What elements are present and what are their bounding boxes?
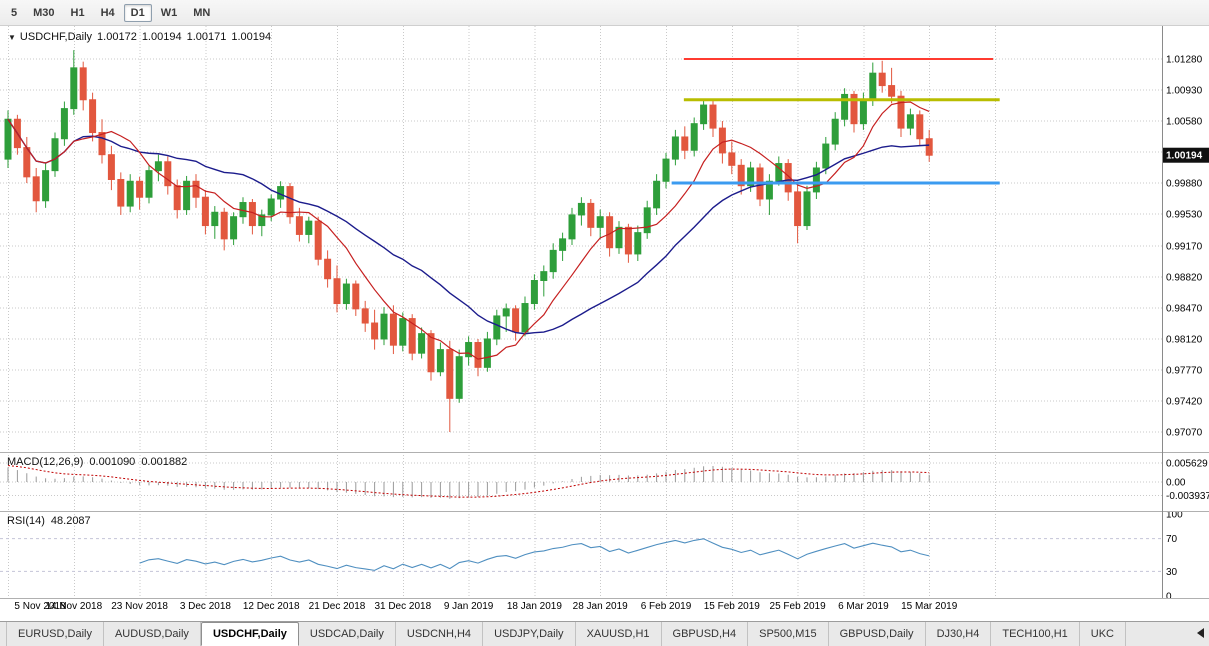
candlesticks <box>4 50 933 433</box>
date-label: 31 Dec 2018 <box>374 601 432 612</box>
svg-text:0.97420: 0.97420 <box>1166 396 1203 407</box>
date-label: 23 Nov 2018 <box>111 601 168 612</box>
ma-slow-line <box>7 118 930 335</box>
date-label: 15 Feb 2019 <box>703 601 760 612</box>
chart-tab-gbpusd-h4[interactable]: GBPUSD,H4 <box>662 622 749 646</box>
chart-tab-xauusd-h1[interactable]: XAUUSD,H1 <box>576 622 662 646</box>
svg-text:1.01280: 1.01280 <box>1166 55 1203 66</box>
svg-text:1.00580: 1.00580 <box>1166 117 1203 128</box>
date-label: 3 Dec 2018 <box>179 601 231 612</box>
macd-name: MACD(12,26,9) <box>7 456 84 468</box>
date-label: 6 Mar 2019 <box>838 601 889 612</box>
date-label: 9 Jan 2019 <box>443 601 494 612</box>
macd-indicator-label: MACD(12,26,9) 0.001090 0.001882 <box>7 456 187 468</box>
svg-text:0.99880: 0.99880 <box>1166 179 1203 190</box>
date-label: 6 Feb 2019 <box>640 601 692 612</box>
chart-tab-eurusd-daily[interactable]: EURUSD,Daily <box>6 622 104 646</box>
timeframe-button-5[interactable]: 5 <box>11 6 18 19</box>
chart-tab-usdjpy-daily[interactable]: USDJPY,Daily <box>483 622 576 646</box>
svg-text:-0.003937: -0.003937 <box>1166 491 1209 502</box>
date-label: 15 Mar 2019 <box>901 601 958 612</box>
macd-panel-canvas[interactable]: 0.005629 0.00 -0.003937 <box>0 452 1209 511</box>
chart-tab-usdcnh-h4[interactable]: USDCNH,H4 <box>396 622 484 646</box>
current-price-badge <box>1163 147 1209 163</box>
chart-tab-sp500-m15[interactable]: SP500,M15 <box>748 622 829 646</box>
chart-tab-gbpusd-daily[interactable]: GBPUSD,Daily <box>829 622 926 646</box>
svg-text:0.97770: 0.97770 <box>1166 365 1203 376</box>
chart-menu-arrow-icon[interactable]: ▼ <box>8 33 16 42</box>
macd-signal-value: 0.001882 <box>141 456 188 468</box>
svg-text:30: 30 <box>1166 567 1178 578</box>
svg-text:0.98120: 0.98120 <box>1166 334 1203 345</box>
svg-text:0.98470: 0.98470 <box>1166 303 1203 314</box>
date-label: 21 Dec 2018 <box>308 601 366 612</box>
rsi-value: 48.2087 <box>50 515 91 527</box>
chart-tab-usdcad-daily[interactable]: USDCAD,Daily <box>299 622 396 646</box>
svg-text:0.98820: 0.98820 <box>1166 272 1203 283</box>
timeframe-toolbar: 5 M30 H1 H4 D1 W1 MN <box>0 0 1209 26</box>
chart-symbol-period: USDCHF,Daily <box>19 31 93 43</box>
svg-text:1.00194: 1.00194 <box>1166 151 1203 162</box>
svg-text:70: 70 <box>1166 534 1178 545</box>
timeframe-button-m30[interactable]: M30 <box>33 6 55 19</box>
date-label: 14 Nov 2018 <box>45 601 103 612</box>
svg-text:0.97070: 0.97070 <box>1166 428 1203 439</box>
date-label: 18 Jan 2019 <box>506 601 562 612</box>
svg-text:1.00930: 1.00930 <box>1166 86 1203 97</box>
timeframe-button-h4[interactable]: H4 <box>100 6 115 19</box>
ohlc-high: 1.00194 <box>141 31 182 43</box>
ohlc-open: 1.00172 <box>97 31 137 43</box>
price-chart-canvas[interactable]: 1.01280 1.00930 1.00580 0.99880 0.99530 0.991… <box>0 26 1209 452</box>
chart-tab-bar: EURUSD,Daily AUDUSD,Daily USDCHF,Daily USDC… <box>0 621 1209 646</box>
date-axis[interactable]: 5 Nov 2018 14 Nov 2018 23 Nov 2018 3 Dec 20… <box>0 598 1209 616</box>
rsi-panel-canvas[interactable]: 100 70 30 0 <box>0 511 1209 598</box>
svg-text:0.99170: 0.99170 <box>1166 241 1203 252</box>
chart-tab-audusd-daily[interactable]: AUDUSD,Daily <box>104 622 201 646</box>
timeframe-button-d1[interactable]: D1 <box>123 3 152 22</box>
svg-text:0.005629: 0.005629 <box>1166 459 1208 470</box>
macd-main-value: 0.001090 <box>89 456 136 468</box>
rsi-line <box>139 538 930 571</box>
chart-tab-usdchf-daily[interactable]: USDCHF,Daily <box>200 622 299 646</box>
timeframe-button-h1[interactable]: H1 <box>70 6 85 19</box>
chart-tab-dj30-h4[interactable]: DJ30,H4 <box>926 622 992 646</box>
date-label: 12 Dec 2018 <box>242 601 300 612</box>
date-label: 28 Jan 2019 <box>572 601 628 612</box>
ma-fast-line <box>7 101 930 360</box>
timeframe-button-w1[interactable]: W1 <box>160 6 178 19</box>
svg-text:100: 100 <box>1166 511 1183 521</box>
svg-text:0: 0 <box>1166 592 1172 599</box>
date-label: 5 Nov 2018 <box>14 601 66 612</box>
timeframe-button-mn[interactable]: MN <box>193 6 211 19</box>
date-label: 25 Feb 2019 <box>769 601 826 612</box>
svg-text:0.00: 0.00 <box>1166 478 1186 489</box>
rsi-name: RSI(14) <box>7 515 45 527</box>
tab-scroll-left-icon[interactable] <box>1197 628 1204 638</box>
ohlc-low: 1.00171 <box>186 31 227 43</box>
ohlc-close: 1.00194 <box>231 31 272 43</box>
chart-tab-tech100-h1[interactable]: TECH100,H1 <box>991 622 1080 646</box>
rsi-indicator-label: RSI(14) 48.2087 <box>7 515 91 527</box>
chart-title: ▼ USDCHF,Daily 1.00172 1.00194 1.00171 1.0019… <box>8 31 271 43</box>
chart-tab-ukc[interactable]: UKC <box>1080 622 1127 646</box>
svg-text:0.99530: 0.99530 <box>1166 210 1203 221</box>
